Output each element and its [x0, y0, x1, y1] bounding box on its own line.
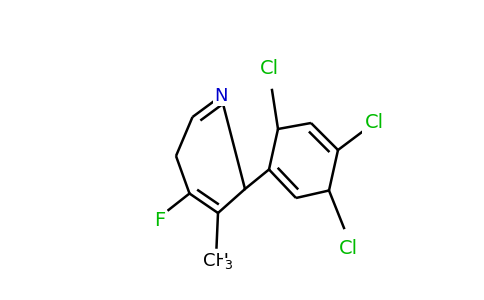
- Text: Cl: Cl: [259, 59, 279, 79]
- Text: Cl: Cl: [364, 113, 383, 133]
- Text: CH: CH: [203, 252, 229, 270]
- Text: N: N: [214, 87, 228, 105]
- Text: 3: 3: [225, 259, 232, 272]
- Text: F: F: [154, 211, 165, 230]
- Text: Cl: Cl: [339, 239, 358, 259]
